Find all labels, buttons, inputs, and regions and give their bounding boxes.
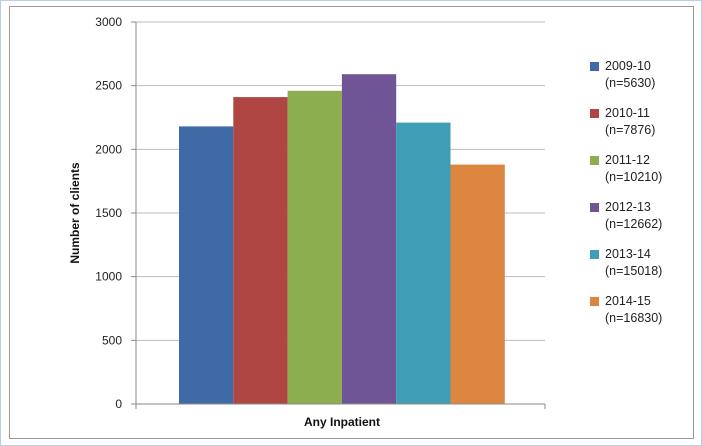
- bar-2013-14: [396, 122, 451, 404]
- legend-item: 2011-12 (n=10210): [590, 153, 662, 184]
- bar-2011-12: [287, 90, 342, 405]
- bars: [179, 74, 505, 405]
- legend-label: 2010-11: [605, 106, 650, 120]
- y-tick-label: 0: [115, 397, 122, 411]
- legend-label: 2009-10: [605, 59, 651, 73]
- bar-2012-13: [341, 74, 397, 404]
- y-tick-label: 2000: [95, 142, 122, 156]
- bar-2010-11: [233, 97, 288, 404]
- legend-swatch: [590, 156, 599, 165]
- legend-sublabel: (n=7876): [605, 123, 655, 137]
- x-axis-label: Any Inpatient: [304, 415, 380, 429]
- legend-item: 2012-13 (n=12662): [590, 200, 662, 231]
- bar-2014-15: [450, 164, 505, 404]
- legend-swatch: [590, 297, 599, 306]
- legend-item: 2009-10 (n=5630): [590, 59, 655, 90]
- legend: 2009-10 (n=5630) 2010-11 (n=7876) 2011-12 (n=…: [590, 59, 662, 325]
- y-tick-label: 1000: [95, 270, 122, 284]
- legend-swatch: [590, 250, 599, 259]
- legend-sublabel: (n=10210): [605, 170, 662, 184]
- y-tick-label: 3000: [95, 15, 122, 29]
- legend-label: 2013-14: [605, 247, 651, 261]
- legend-swatch: [590, 203, 599, 212]
- y-tick-labels: 0 500 1000 1500 2000 2500 3000: [95, 15, 136, 411]
- legend-swatch: [590, 109, 599, 118]
- legend-sublabel: (n=15018): [605, 264, 662, 278]
- y-tick-label: 2500: [95, 79, 122, 93]
- legend-label: 2011-12: [605, 153, 650, 167]
- legend-sublabel: (n=5630): [605, 76, 655, 90]
- y-tick-label: 500: [102, 333, 122, 347]
- y-axis-label: Number of clients: [68, 162, 82, 264]
- legend-swatch: [590, 62, 599, 71]
- legend-label: 2012-13: [605, 200, 651, 214]
- legend-sublabel: (n=12662): [605, 217, 662, 231]
- legend-label: 2014-15: [605, 294, 651, 308]
- bar-2009-10: [179, 126, 234, 405]
- legend-item: 2010-11 (n=7876): [590, 106, 655, 137]
- legend-item: 2014-15 (n=16830): [590, 294, 662, 325]
- legend-sublabel: (n=16830): [605, 311, 662, 325]
- y-tick-label: 1500: [95, 206, 122, 220]
- legend-item: 2013-14 (n=15018): [590, 247, 662, 278]
